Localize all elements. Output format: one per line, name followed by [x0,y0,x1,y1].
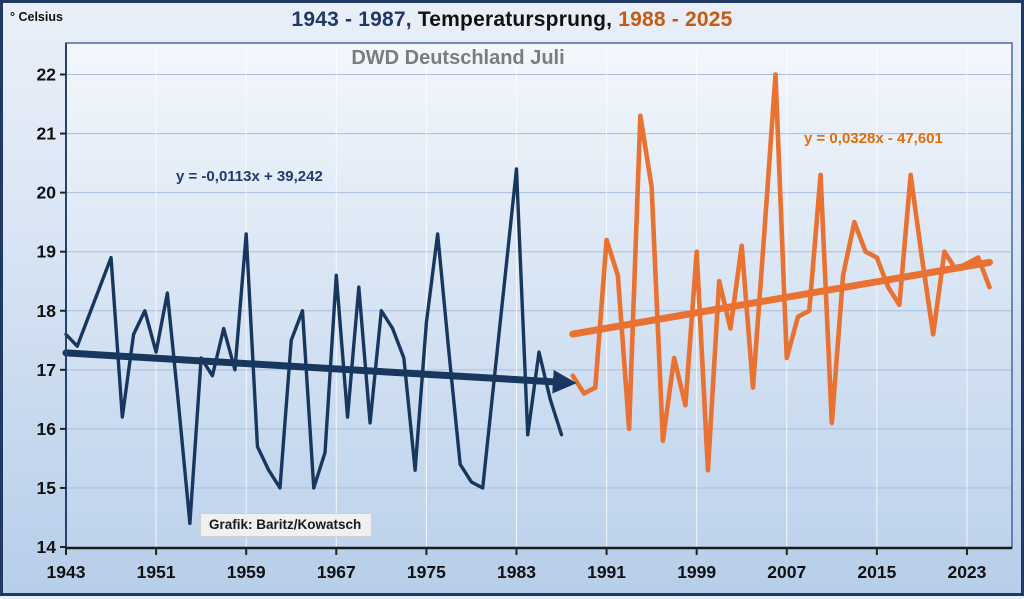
x-tick-label: 1999 [677,562,716,582]
credit-label: Grafik: Baritz/Kowatsch [200,513,373,537]
chart-subtitle: DWD Deutschland Juli [351,47,565,69]
trend-equation-blue: y = -0,0113x + 39,242 [176,168,323,185]
x-tick-label: 1967 [317,562,356,582]
y-tick-label: 22 [37,65,57,85]
y-tick-label: 20 [37,183,57,203]
x-tick-label: 1983 [497,562,536,582]
x-tick-label: 2023 [947,562,986,582]
chart-title: 1943 - 1987, Temperatursprung, 1988 - 20… [3,8,1021,32]
title-period-blue: 1943 - 1987, [291,8,412,31]
blue-series-line [64,167,564,526]
y-tick-label: 21 [37,124,57,144]
y-tick-label: 16 [37,419,57,439]
plot-area [66,43,1012,548]
y-tick-label: 15 [37,478,57,498]
x-tick-label: 2007 [767,562,806,582]
x-tick-label: 1975 [407,562,446,582]
x-tick-label: 1943 [47,562,86,582]
y-tick-label: 17 [37,360,56,380]
title-period-orange: 1988 - 2025 [618,8,733,31]
x-tick-label: 1991 [587,562,626,582]
title-middle-text: Temperatursprung, [411,8,619,31]
x-tick-label: 1951 [137,562,176,582]
orange-series-line [570,72,992,473]
y-tick-label: 19 [37,242,57,262]
blue-trend-line [62,349,577,394]
y-tick-label: 18 [37,301,57,321]
x-tick-label: 2015 [857,562,896,582]
chart-canvas: 14 15 16 17 18 19 20 21 22 1943 1951 1959 1967 1975 19… [37,42,1013,582]
y-tick-label: 14 [37,537,57,557]
x-tick-label: 1959 [227,562,266,582]
trend-equation-orange: y = 0,0328x - 47,601 [804,130,943,147]
y-axis-units-label: ° Celsius [10,10,63,24]
orange-trend-line [569,258,993,338]
